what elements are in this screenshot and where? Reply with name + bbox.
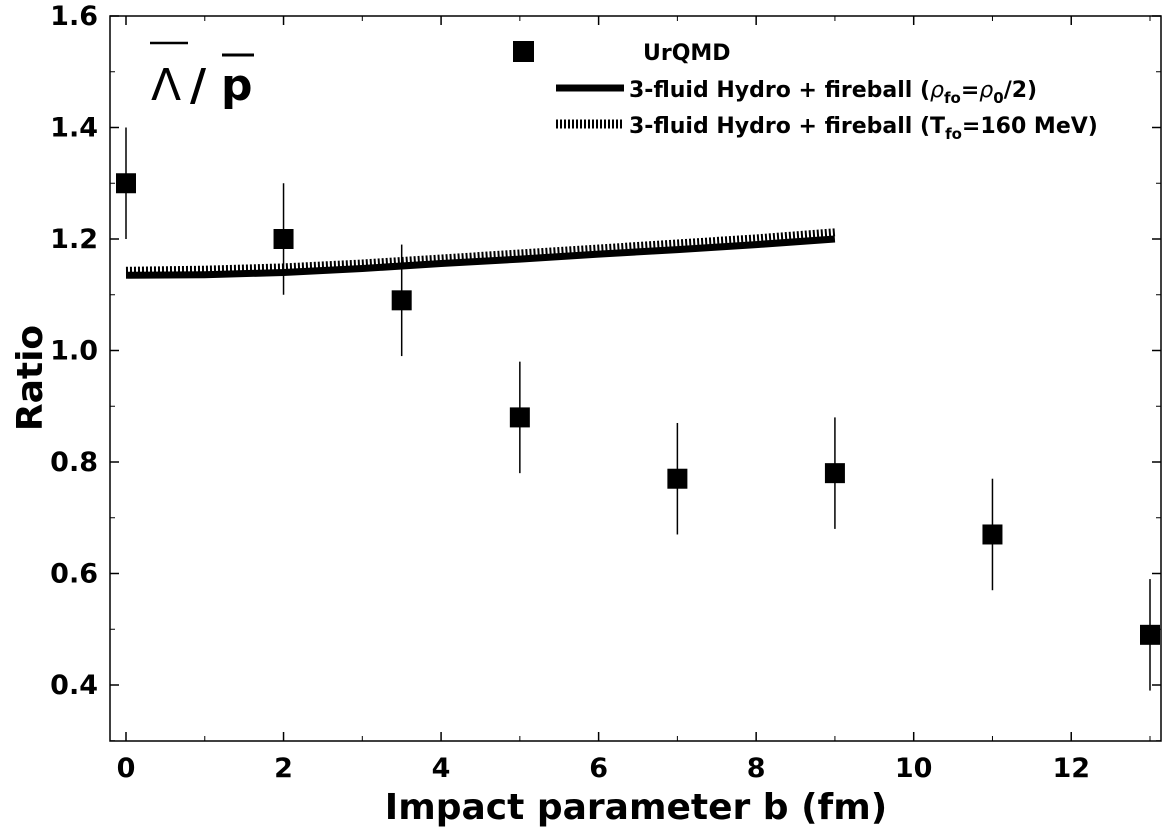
x-tick-label: 2 xyxy=(274,753,293,784)
model-lines xyxy=(125,228,836,279)
chart-title: Λ / p xyxy=(150,41,254,111)
x-tick-label: 4 xyxy=(432,753,451,784)
y-axis-label: Ratio xyxy=(10,325,51,431)
x-tick-label: 10 xyxy=(895,753,933,784)
title-lambda: Λ xyxy=(151,60,181,111)
data-point xyxy=(982,524,1003,545)
x-axis: 0 2 4 6 8 10 12 xyxy=(117,16,1151,784)
y-tick-label: 0.6 xyxy=(50,559,98,590)
data-point xyxy=(824,463,845,484)
y-tick-label: 0.8 xyxy=(50,447,98,478)
line-hydro-t xyxy=(125,228,836,275)
data-point xyxy=(667,468,688,489)
y-tick-label: 0.4 xyxy=(50,670,98,701)
plot-frame xyxy=(109,15,1162,742)
legend-label-hydro-rho: 3-fluid Hydro + fireball (ρfo=ρ0/2) xyxy=(629,78,1037,107)
data-point xyxy=(1140,624,1160,645)
y-tick-label: 1.4 xyxy=(50,113,98,144)
data-point xyxy=(391,290,412,311)
legend-marker-urqmd xyxy=(513,41,534,62)
x-tick-label: 0 xyxy=(117,753,136,784)
x-tick-label: 12 xyxy=(1052,753,1090,784)
y-tick-label: 1.6 xyxy=(50,1,98,32)
data-point xyxy=(116,173,136,194)
line-hydro-rho xyxy=(125,235,836,279)
x-axis-label: Impact parameter b (fm) xyxy=(385,787,887,828)
legend-label-hydro-t: 3-fluid Hydro + fireball (Tfo=160 MeV) xyxy=(629,114,1098,143)
y-axis: 0.4 0.6 0.8 1.0 1.2 1.4 1.6 xyxy=(50,1,1161,742)
title-slash: / xyxy=(190,60,207,111)
data-point xyxy=(273,229,294,249)
y-tick-label: 1.2 xyxy=(50,224,98,255)
legend-label-urqmd: UrQMD xyxy=(643,41,731,66)
urqmd-points xyxy=(116,127,1160,691)
x-tick-label: 6 xyxy=(589,753,608,784)
y-tick-label: 1.0 xyxy=(50,336,98,367)
x-tick-label: 8 xyxy=(747,753,766,784)
data-point xyxy=(509,407,530,428)
title-p: p xyxy=(221,60,253,111)
legend: UrQMD 3-fluid Hydro + fireball (ρfo=ρ0/2… xyxy=(513,41,1098,143)
